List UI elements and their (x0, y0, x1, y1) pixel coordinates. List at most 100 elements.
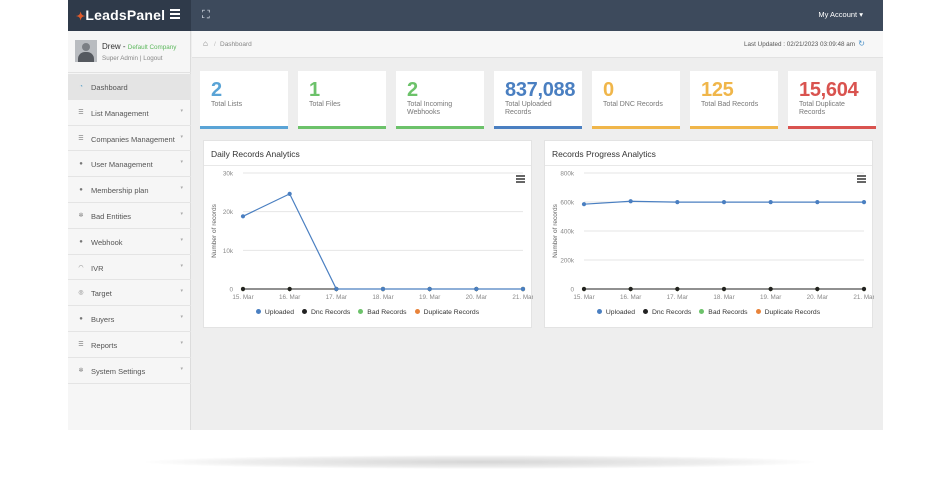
data-point[interactable] (768, 200, 773, 205)
brand-star-icon: ✦ (76, 11, 86, 23)
sidebar-item-membership-plan[interactable]: ● Membership plan ▾ (68, 177, 191, 203)
legend-item[interactable]: Bad Records (699, 309, 748, 316)
legend-item[interactable]: Duplicate Records (414, 309, 479, 316)
x-tick-label: 20. Mar (807, 294, 828, 301)
chart-menu-icon[interactable] (516, 175, 525, 183)
data-point[interactable] (520, 286, 526, 292)
data-point[interactable] (861, 286, 867, 292)
y-tick-label: 0 (570, 287, 574, 294)
stat-label: Total DNC Records (603, 101, 663, 108)
stat-card[interactable]: 15,604 Total Duplicate Records (788, 71, 876, 129)
data-point[interactable] (581, 202, 587, 207)
legend-marker (301, 309, 307, 314)
data-point[interactable] (474, 286, 479, 292)
home-icon[interactable]: ⌂ (203, 39, 208, 48)
list-icon: ☰ (78, 135, 84, 142)
y-tick-label: 30k (223, 171, 234, 178)
sidebar-item-label: Reports (91, 340, 118, 350)
sidebar-item-label: List Management (91, 108, 149, 118)
last-updated: Last Updated : 02/21/2023 03:09:48 am (744, 41, 855, 48)
sidebar-item-dashboard[interactable]: ◔ Dashboard (68, 74, 191, 100)
legend-item[interactable]: Uploaded (255, 309, 294, 316)
stat-card[interactable]: 1 Total Files (298, 71, 386, 129)
y-tick-label: 10k (223, 248, 234, 255)
top-navbar: ✦LeadsPanel ⛶ My Account ▾ (68, 0, 883, 31)
legend-label: Uploaded (605, 309, 635, 316)
sidebar-item-companies-management[interactable]: ☰ Companies Management ▾ (68, 126, 191, 152)
legend-item[interactable]: Bad Records (358, 309, 407, 316)
stat-card[interactable]: 2 Total Incoming Webhooks (396, 71, 484, 129)
sidebar-item-bad-entities[interactable]: ✲ Bad Entities ▾ (68, 203, 191, 229)
sidebar-toggle-icon[interactable] (170, 9, 180, 21)
sidebar-item-label: Companies Management (91, 134, 175, 144)
sidebar-item-list-management[interactable]: ☰ List Management ▾ (68, 100, 191, 126)
stat-card[interactable]: 125 Total Bad Records (690, 71, 778, 129)
records-progress-chart: 0 200k 400k 600k 800k 15. Mar 16. Mar 17. Mar 18… (552, 171, 874, 302)
profile-name: Drew - (102, 42, 128, 51)
data-point[interactable] (815, 286, 820, 292)
sidebar-item-ivr[interactable]: ◠ IVR ▾ (68, 255, 191, 281)
refresh-icon[interactable]: ↻ (858, 39, 865, 48)
data-point[interactable] (628, 199, 633, 204)
fullscreen-icon[interactable]: ⛶ (202, 9, 210, 21)
data-point[interactable] (721, 200, 727, 205)
sidebar-item-system-settings[interactable]: ✲ System Settings ▾ (68, 358, 191, 384)
cogs-icon: ✲ (78, 367, 84, 374)
sidebar-menu: ◔ Dashboard ☰ List Management ▾ ☰ Companies Ma… (68, 74, 191, 384)
chevron-down-icon: ▾ (180, 210, 183, 217)
data-point[interactable] (675, 286, 680, 292)
data-point[interactable] (861, 200, 867, 205)
dashboard-icon: ◔ (79, 84, 83, 90)
sidebar-item-user-management[interactable]: ● User Management ▾ (68, 151, 191, 178)
chart-menu-icon[interactable] (857, 175, 866, 183)
x-tick-label: 15. Mar (573, 294, 594, 301)
stat-card[interactable]: 837,088 Total Uploaded Records (494, 71, 582, 129)
chart-legend: Uploaded Dnc Records Bad Records Duplicate … (545, 309, 872, 316)
legend-item[interactable]: Uploaded (596, 309, 635, 316)
sidebar-item-target[interactable]: ◎ Target ▾ (68, 280, 191, 307)
brand-logo[interactable]: ✦LeadsPanel (76, 7, 165, 23)
data-point[interactable] (768, 286, 773, 292)
data-point[interactable] (287, 191, 292, 196)
data-point[interactable] (721, 286, 727, 292)
stat-card[interactable]: 2 Total Lists (200, 71, 288, 129)
data-point[interactable] (287, 286, 292, 292)
data-point[interactable] (380, 286, 386, 292)
sidebar-item-label: Target (91, 289, 112, 299)
legend-label: Dnc Records (310, 309, 351, 316)
records-progress-panel: Records Progress Analytics 0 200k 400k 600k… (544, 140, 874, 328)
sidebar-item-label: User Management (91, 160, 153, 170)
user-icon: ● (79, 187, 83, 194)
data-point[interactable] (815, 200, 820, 205)
brand-name: LeadsPanel (85, 7, 166, 23)
legend-item[interactable]: Dnc Records (301, 309, 351, 316)
users-icon: ● (79, 316, 83, 323)
breadcrumb-bar: ⌂ / Dashboard Last Updated : 02/21/2023 … (192, 31, 883, 58)
account-menu[interactable]: My Account ▾ (818, 10, 863, 19)
data-point[interactable] (675, 200, 680, 205)
legend-item[interactable]: Duplicate Records (755, 309, 820, 316)
series-line-uploaded (242, 193, 523, 290)
data-point[interactable] (240, 286, 246, 292)
stat-label: Total Files (309, 101, 341, 108)
target-icon: ◎ (78, 290, 84, 297)
sidebar: Drew - Default Company Super Admin | Log… (68, 31, 191, 430)
stat-card[interactable]: 0 Total DNC Records (592, 71, 680, 129)
data-point[interactable] (427, 286, 432, 292)
stat-value: 0 (603, 79, 614, 101)
chevron-down-icon: ▾ (180, 236, 183, 243)
sidebar-item-buyers[interactable]: ● Buyers ▾ (68, 306, 191, 332)
data-point[interactable] (628, 286, 633, 292)
data-point[interactable] (581, 286, 587, 292)
stat-label: Total Incoming Webhooks (407, 101, 453, 116)
data-point[interactable] (334, 286, 339, 292)
x-tick-label: 15. Mar (232, 294, 253, 301)
legend-item[interactable]: Dnc Records (642, 309, 691, 316)
legend-marker (358, 309, 364, 314)
sidebar-item-label: Webhook (91, 237, 123, 247)
data-point[interactable] (240, 214, 246, 219)
logout-link[interactable]: Logout (143, 55, 163, 62)
sidebar-item-webhook[interactable]: ● Webhook ▾ (68, 229, 191, 255)
sidebar-item-reports[interactable]: ☰ Reports ▾ (68, 332, 191, 358)
profile-role: Super Admin (102, 55, 139, 62)
